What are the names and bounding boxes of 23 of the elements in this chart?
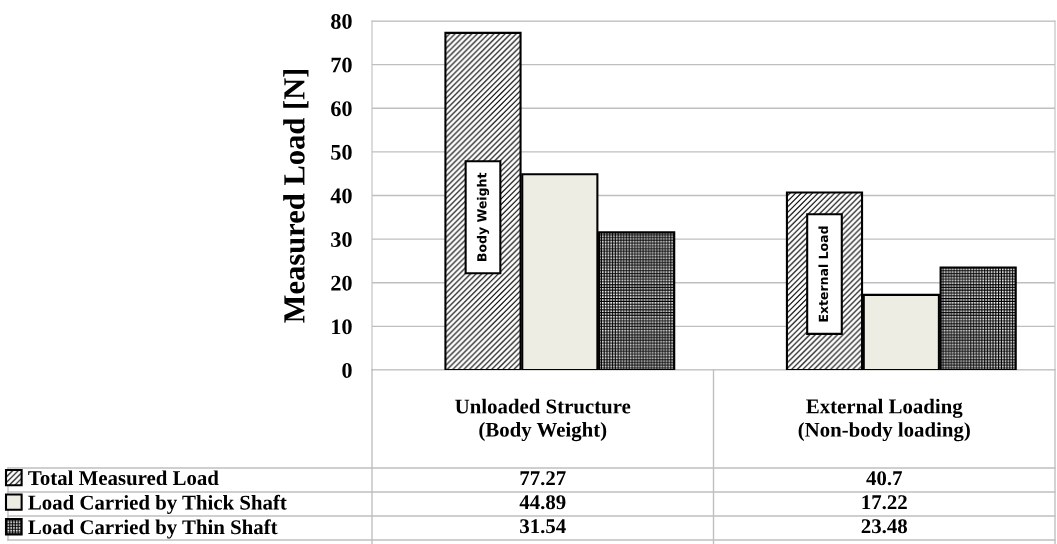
data-label: 17.22 [862,495,907,510]
y-tick-label: 40 [330,188,352,204]
annotation: External Load [818,226,829,322]
data-label: 44.89 [519,495,566,510]
y-tick-label: 0 [342,362,352,378]
y-tick-label: 60 [331,101,352,117]
data-label: 23.48 [861,519,907,534]
y-tick-label: 30 [331,232,352,248]
data-label: 40.7 [866,471,902,486]
annotation: Body Weight [476,172,490,261]
y-tick-label: 50 [331,144,352,160]
y-axis-title: Measured Load [N] [283,69,309,323]
y-tick-label: 80 [331,13,352,29]
legend-label: Load Carried by Thick Shaft [28,494,287,514]
y-tick-label: 70 [331,57,352,73]
y-tick-label: 10 [332,319,352,335]
x-tick-label: Unloaded Structure (Body Weight) [455,398,631,442]
legend-label: Total Measured Load [28,470,219,486]
y-tick-label: 20 [331,275,352,291]
x-tick-label: External Loading (Non-body loading) [798,398,970,442]
legend-label: Load Carried by Thin Shaft [28,519,278,539]
data-label: 31.54 [520,519,566,534]
data-label: 77.27 [520,471,566,486]
